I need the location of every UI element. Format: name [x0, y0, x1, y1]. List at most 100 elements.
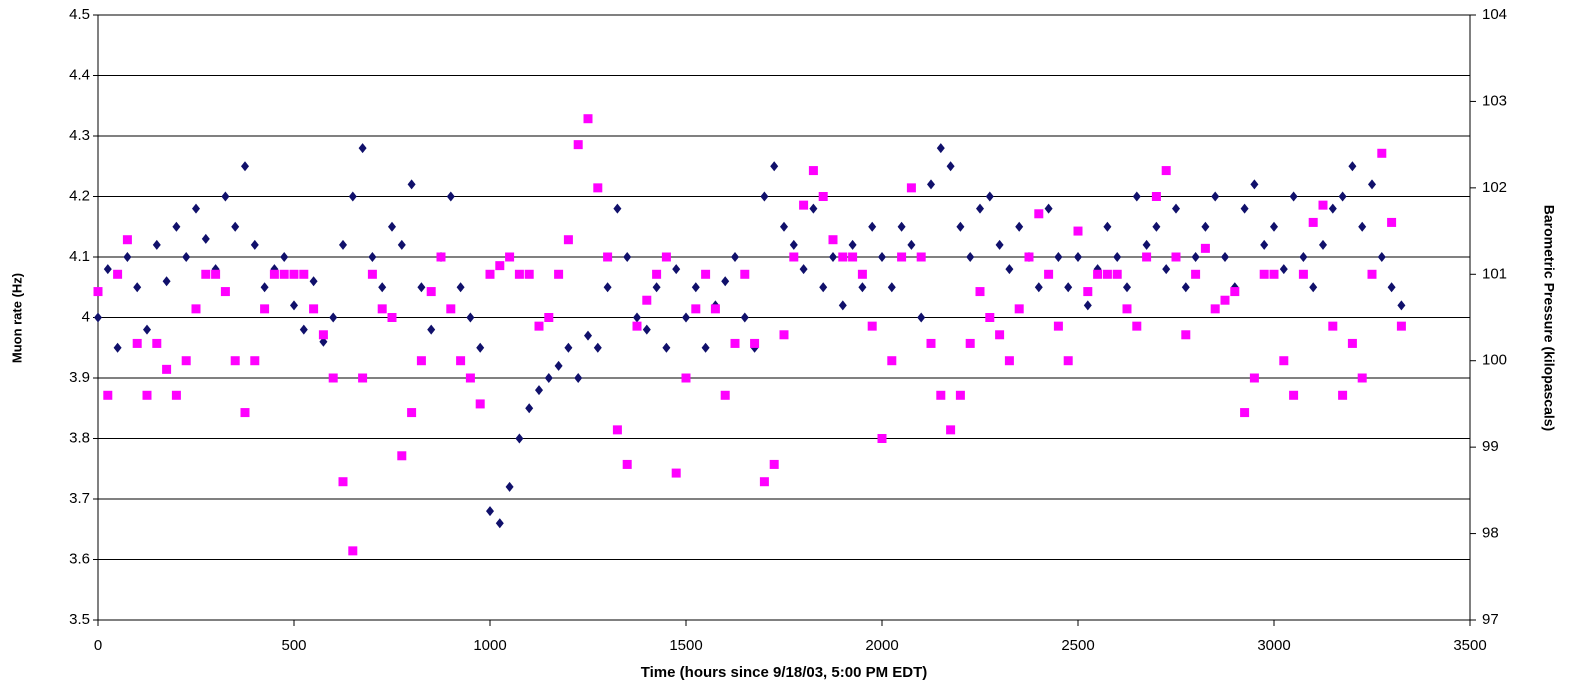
square-marker — [652, 269, 662, 279]
diamond-marker — [182, 252, 191, 262]
square-marker — [230, 356, 240, 366]
diamond-marker — [1240, 203, 1249, 214]
diamond-marker — [201, 233, 210, 244]
square-marker — [171, 390, 181, 400]
y2-axis-title: Barometric Pressure (kilopascals) — [1541, 205, 1557, 431]
square-marker — [573, 140, 583, 150]
square-marker — [211, 269, 221, 279]
square-marker — [632, 321, 642, 331]
diamond-marker — [348, 191, 357, 202]
square-marker — [1004, 356, 1014, 366]
diamond-marker — [1191, 252, 1200, 262]
diamond-marker — [1113, 252, 1122, 262]
y-tick-label: 3.7 — [69, 490, 90, 507]
square-marker — [426, 287, 436, 297]
diamond-marker — [515, 433, 524, 444]
square-marker — [1083, 287, 1093, 297]
square-marker — [710, 304, 720, 314]
square-marker — [1053, 321, 1063, 331]
diamond-marker — [1279, 264, 1288, 275]
square-marker — [505, 252, 515, 262]
square-marker — [642, 295, 652, 305]
diamond-marker — [1348, 161, 1357, 172]
square-marker — [93, 287, 103, 297]
x-axis-title: Time (hours since 9/18/03, 5:00 PM EDT) — [641, 664, 928, 681]
diamond-marker — [505, 481, 514, 492]
diamond-marker — [1181, 282, 1190, 293]
diamond-marker — [1132, 191, 1141, 202]
square-marker — [1142, 252, 1152, 262]
square-marker — [1034, 209, 1044, 219]
diamond-marker — [652, 282, 661, 293]
square-marker — [1122, 304, 1132, 314]
diamond-marker — [564, 342, 573, 353]
diamond-marker — [976, 203, 984, 214]
diamond-marker — [172, 221, 181, 232]
diamond-marker — [339, 239, 347, 250]
square-marker — [965, 338, 975, 348]
square-marker — [1347, 338, 1357, 348]
square-marker — [808, 166, 818, 176]
diamond-marker — [995, 239, 1004, 250]
square-marker — [1377, 148, 1387, 158]
square-marker — [916, 252, 926, 262]
square-marker — [465, 373, 475, 383]
diamond-marker — [535, 385, 543, 396]
diamond-marker — [1142, 239, 1151, 250]
square-marker — [514, 269, 524, 279]
diamond-marker — [838, 300, 847, 311]
diamond-marker — [789, 239, 798, 250]
square-marker — [358, 373, 368, 383]
square-marker — [1014, 304, 1024, 314]
square-marker — [436, 252, 446, 262]
diamond-marker — [94, 312, 102, 323]
diamond-marker — [1152, 221, 1161, 232]
diamond-marker — [1377, 252, 1386, 262]
diamond-marker — [1338, 191, 1347, 202]
diamond-marker — [1397, 300, 1406, 311]
square-marker — [1240, 408, 1250, 418]
y2-tick-label: 103 — [1482, 92, 1507, 109]
diamond-marker — [368, 252, 377, 262]
square-marker — [142, 390, 152, 400]
square-marker — [1112, 269, 1122, 279]
square-marker — [887, 356, 897, 366]
diamond-marker — [1270, 221, 1278, 232]
y-tick-label: 3.8 — [69, 429, 90, 446]
diamond-marker — [956, 221, 965, 232]
diamond-marker — [241, 161, 249, 172]
diamond-marker — [740, 312, 749, 323]
square-marker — [955, 390, 965, 400]
square-marker — [612, 425, 622, 435]
square-marker — [769, 459, 779, 469]
diamond-marker — [133, 282, 142, 293]
diamond-marker — [1368, 179, 1376, 190]
square-marker — [691, 304, 701, 314]
x-tick-label: 1000 — [473, 637, 506, 654]
diamond-marker — [1250, 179, 1259, 190]
y2-tick-label: 97 — [1482, 611, 1499, 628]
square-marker — [554, 269, 564, 279]
square-marker — [152, 338, 162, 348]
diamond-marker — [593, 342, 602, 353]
diamond-marker — [329, 312, 338, 323]
square-marker — [946, 425, 956, 435]
square-marker — [299, 269, 309, 279]
diamond-marker — [152, 239, 161, 250]
y2-tick-label: 104 — [1482, 6, 1507, 23]
y-tick-label: 4.4 — [69, 66, 90, 83]
square-marker — [1318, 200, 1328, 210]
square-marker — [260, 304, 270, 314]
diamond-marker — [358, 143, 367, 154]
diamond-marker — [721, 276, 730, 287]
y2-tick-label: 100 — [1482, 352, 1507, 369]
square-marker — [603, 252, 613, 262]
square-marker — [201, 269, 211, 279]
square-marker — [1298, 269, 1308, 279]
diamond-marker — [221, 191, 230, 202]
y-tick-label: 4 — [82, 308, 90, 325]
square-marker — [838, 252, 848, 262]
square-marker — [583, 114, 593, 124]
diamond-marker — [1172, 203, 1180, 214]
diamond-marker — [1201, 221, 1210, 232]
